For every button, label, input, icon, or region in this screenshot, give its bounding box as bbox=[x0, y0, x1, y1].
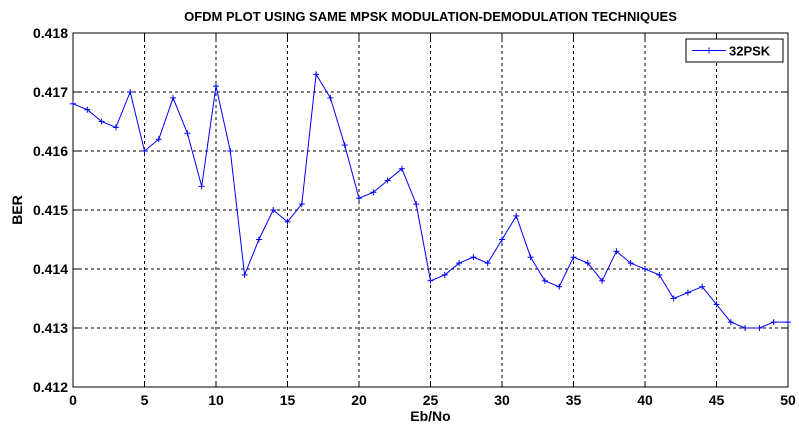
data-point bbox=[112, 124, 119, 131]
series-32psk bbox=[70, 71, 791, 331]
data-point bbox=[484, 260, 491, 267]
data-point bbox=[556, 283, 563, 290]
data-point bbox=[527, 254, 534, 261]
data-point bbox=[770, 319, 777, 326]
data-point bbox=[456, 260, 463, 267]
data-point bbox=[141, 148, 148, 154]
x-axis-title: Eb/No bbox=[410, 408, 450, 424]
x-tick-label: 20 bbox=[351, 392, 367, 408]
x-tick-label: 10 bbox=[208, 392, 224, 408]
data-point bbox=[370, 189, 377, 196]
data-point bbox=[570, 254, 577, 261]
data-point bbox=[284, 218, 291, 225]
data-point bbox=[499, 236, 505, 243]
data-point bbox=[213, 83, 219, 90]
data-point bbox=[198, 183, 205, 190]
y-tick-label: 0.413 bbox=[33, 320, 68, 336]
y-tick-label: 0.418 bbox=[33, 25, 68, 41]
x-tick-label: 30 bbox=[494, 392, 510, 408]
data-point bbox=[70, 100, 76, 107]
data-point bbox=[184, 130, 191, 137]
data-point bbox=[313, 71, 320, 78]
data-point bbox=[127, 89, 134, 95]
legend-swatch-32psk bbox=[692, 47, 726, 54]
x-tick-label: 45 bbox=[709, 392, 725, 408]
data-point bbox=[513, 212, 520, 219]
data-point bbox=[413, 201, 420, 208]
ticks: 0 5 10 15 20 25 30 35 40 45 50 0.412 0.413 0.414 0.415… bbox=[33, 25, 796, 408]
data-point bbox=[642, 266, 648, 272]
x-tick-label: 50 bbox=[780, 392, 796, 408]
data-point bbox=[756, 325, 763, 331]
plot-area: 0 5 10 15 20 25 30 35 40 45 50 0.412 0.413 0.414 0.415… bbox=[33, 25, 796, 408]
x-tick-label: 5 bbox=[141, 392, 149, 408]
legend-box bbox=[685, 38, 784, 63]
data-point bbox=[170, 94, 177, 101]
data-point bbox=[584, 260, 591, 267]
data-point bbox=[727, 319, 734, 326]
data-point bbox=[613, 248, 620, 255]
x-tick-label: 35 bbox=[566, 392, 582, 408]
data-point bbox=[84, 106, 91, 113]
data-point bbox=[684, 289, 691, 296]
data-point bbox=[298, 201, 305, 208]
data-point bbox=[327, 94, 334, 101]
data-point bbox=[98, 118, 105, 125]
data-point bbox=[270, 207, 277, 213]
x-tick-label: 40 bbox=[637, 392, 653, 408]
data-point bbox=[384, 177, 391, 184]
grid-lines bbox=[73, 33, 788, 387]
data-point bbox=[670, 295, 677, 302]
chart-title: OFDM PLOT USING SAME MPSK MODULATION-DEM… bbox=[184, 9, 677, 24]
y-tick-label: 0.412 bbox=[33, 379, 68, 395]
data-point bbox=[255, 236, 262, 243]
data-point bbox=[441, 271, 448, 278]
data-point bbox=[785, 319, 791, 326]
data-point bbox=[699, 283, 706, 290]
data-point bbox=[713, 301, 720, 308]
x-tick-label: 25 bbox=[423, 392, 439, 408]
x-tick-label: 0 bbox=[69, 392, 77, 408]
data-point bbox=[599, 277, 606, 284]
data-point bbox=[356, 195, 362, 202]
y-tick-label: 0.414 bbox=[33, 261, 68, 277]
data-point bbox=[227, 148, 234, 154]
data-point bbox=[155, 136, 162, 143]
y-axis-title: BER bbox=[9, 195, 25, 225]
data-point bbox=[541, 277, 548, 284]
data-point bbox=[398, 165, 405, 172]
data-point bbox=[742, 325, 749, 331]
data-point bbox=[241, 271, 248, 278]
y-tick-label: 0.417 bbox=[33, 84, 68, 100]
legend-label-32psk: 32PSK bbox=[729, 44, 771, 59]
data-point bbox=[656, 271, 663, 278]
data-point bbox=[627, 260, 634, 267]
data-point bbox=[470, 254, 477, 261]
data-point bbox=[427, 277, 434, 284]
y-tick-label: 0.415 bbox=[33, 202, 68, 218]
x-tick-label: 15 bbox=[280, 392, 296, 408]
legend: 32PSK bbox=[685, 38, 784, 63]
data-point bbox=[341, 142, 348, 149]
y-tick-label: 0.416 bbox=[33, 143, 68, 159]
